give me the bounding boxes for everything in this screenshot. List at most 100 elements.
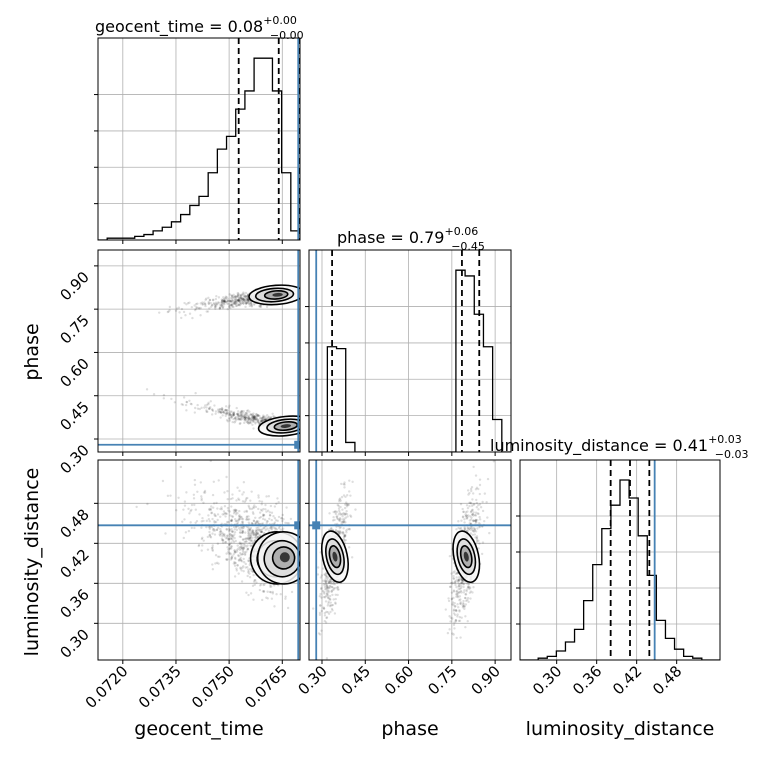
sample-point: [459, 589, 463, 593]
sample-point: [239, 298, 243, 301]
sample-point: [236, 418, 240, 421]
sample-point: [251, 584, 255, 588]
sample-point: [247, 518, 251, 521]
sample-point: [245, 537, 248, 541]
sample-point: [264, 417, 267, 421]
sample-point: [237, 297, 241, 300]
sample-point: [230, 533, 234, 537]
sample-point: [253, 416, 256, 420]
sample-point: [265, 510, 268, 513]
sample-point: [260, 509, 264, 512]
sample-point: [471, 513, 475, 516]
sample-point: [272, 415, 276, 418]
sample-point: [241, 414, 245, 417]
sample-point: [253, 417, 256, 420]
sample-point: [475, 535, 479, 538]
sample-point: [327, 589, 330, 593]
sample-point: [331, 603, 335, 607]
sample-point: [273, 505, 277, 508]
sample-point: [455, 585, 458, 589]
sample-point: [243, 553, 247, 557]
sample-point: [237, 554, 240, 557]
sample-point: [228, 529, 232, 532]
sample-point: [332, 588, 336, 591]
sample-point: [184, 531, 188, 534]
sample-point: [226, 297, 229, 300]
sample-point: [200, 520, 203, 523]
sample-point: [277, 515, 281, 519]
sample-point: [269, 583, 272, 587]
sample-point: [221, 538, 224, 542]
sample-point: [229, 552, 232, 555]
sample-point: [208, 298, 212, 302]
sample-point: [470, 485, 474, 489]
sample-point: [346, 502, 349, 506]
sample-point: [206, 535, 210, 539]
sample-point: [337, 504, 340, 508]
sample-point: [343, 520, 346, 524]
sample-point: [289, 517, 293, 521]
sample-point: [219, 303, 222, 307]
sample-point: [284, 595, 287, 598]
sample-point: [460, 591, 463, 594]
sample-point: [249, 539, 253, 543]
sample-point: [235, 509, 238, 512]
sample-point: [193, 503, 196, 507]
sample-point: [453, 605, 457, 608]
sample-point: [461, 604, 464, 607]
sample-point: [206, 410, 209, 414]
sample-point: [466, 596, 470, 600]
sample-point: [240, 580, 244, 583]
sample-point: [329, 604, 332, 607]
sample-point: [207, 401, 210, 404]
sample-point: [342, 521, 345, 524]
sample-point: [256, 414, 260, 417]
sample-point: [468, 491, 471, 495]
sample-point: [348, 528, 351, 531]
sample-point: [251, 529, 255, 532]
sample-point: [237, 572, 240, 575]
sample-point: [222, 300, 226, 303]
sample-point: [473, 528, 477, 531]
sample-point: [248, 533, 252, 536]
sample-point: [210, 304, 214, 307]
sample-point: [242, 292, 245, 296]
sample-point: [259, 420, 262, 423]
sample-point: [342, 482, 345, 486]
sample-point: [253, 415, 256, 419]
sample-point: [252, 414, 255, 417]
sample-point: [459, 598, 462, 601]
sample-point: [258, 305, 261, 308]
sample-point: [239, 422, 242, 425]
sample-point: [252, 417, 255, 420]
sample-point: [208, 407, 211, 410]
sample-point: [334, 601, 337, 604]
sample-point: [224, 558, 228, 561]
sample-point: [262, 583, 265, 587]
sample-point: [239, 299, 243, 302]
sample-point: [475, 537, 478, 540]
sample-point: [211, 506, 215, 509]
sample-point: [250, 305, 254, 308]
sample-point: [244, 295, 247, 298]
sample-point: [213, 521, 216, 524]
sample-point: [237, 298, 241, 301]
sample-point: [284, 597, 287, 600]
sample-point: [468, 519, 471, 522]
sample-point: [251, 511, 255, 514]
sample-point: [247, 570, 250, 573]
sample-point: [341, 508, 344, 511]
sample-point: [331, 519, 335, 522]
sample-point: [452, 603, 455, 607]
sample-point: [241, 500, 245, 503]
sample-point: [325, 657, 329, 660]
sample-point: [268, 513, 272, 517]
sample-point: [240, 413, 243, 417]
sample-point: [257, 494, 260, 497]
tick-label-geocent-time: 0.0720: [82, 662, 132, 712]
sample-point: [229, 537, 232, 541]
sample-point: [472, 586, 475, 589]
sample-point: [239, 566, 242, 569]
sample-point: [200, 495, 203, 498]
